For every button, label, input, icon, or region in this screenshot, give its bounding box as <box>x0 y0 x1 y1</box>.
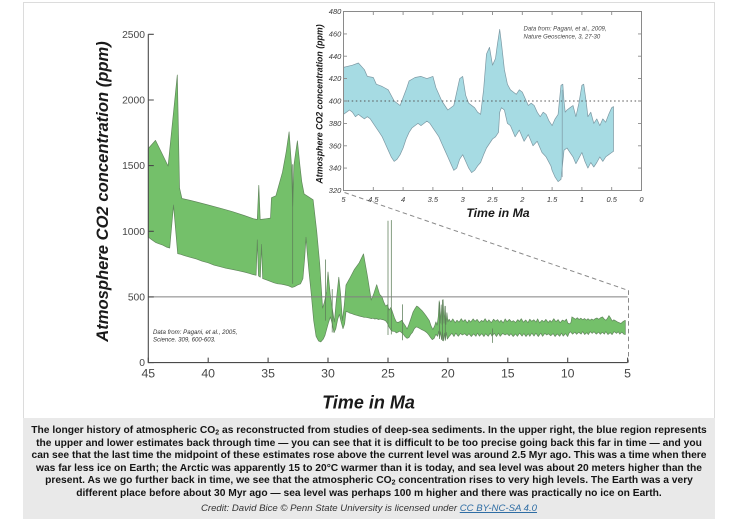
svg-text:Data from: Pagani, et al., 20: Data from: Pagani, et al., 2005, <box>153 329 237 336</box>
svg-text:1.5: 1.5 <box>547 195 558 204</box>
svg-text:4.5: 4.5 <box>368 195 379 204</box>
svg-text:Atmosphere CO2 concentration (: Atmosphere CO2 concentration (ppm) <box>315 24 325 184</box>
svg-text:30: 30 <box>321 367 335 381</box>
svg-text:0.5: 0.5 <box>606 195 617 204</box>
svg-text:5: 5 <box>624 367 631 381</box>
svg-text:420: 420 <box>329 74 342 83</box>
svg-text:3.5: 3.5 <box>428 195 439 204</box>
svg-text:Time in Ma: Time in Ma <box>466 206 529 220</box>
svg-text:380: 380 <box>329 119 342 128</box>
svg-text:320: 320 <box>329 186 342 195</box>
svg-text:440: 440 <box>329 52 342 61</box>
svg-text:45: 45 <box>141 367 155 381</box>
svg-text:40: 40 <box>201 367 215 381</box>
svg-text:4: 4 <box>401 195 405 204</box>
svg-text:Time in Ma: Time in Ma <box>322 393 415 413</box>
svg-text:400: 400 <box>329 97 342 106</box>
svg-text:3: 3 <box>461 195 466 204</box>
svg-text:Nature Geoscience, 3, 27-30: Nature Geoscience, 3, 27-30 <box>524 35 601 41</box>
svg-text:0: 0 <box>139 358 145 369</box>
svg-text:1: 1 <box>580 195 584 204</box>
svg-text:480: 480 <box>329 7 342 16</box>
svg-text:10: 10 <box>561 367 575 381</box>
svg-text:500: 500 <box>128 293 145 304</box>
svg-text:2: 2 <box>519 195 525 204</box>
svg-text:1000: 1000 <box>122 227 145 238</box>
svg-text:5: 5 <box>341 195 346 204</box>
svg-text:15: 15 <box>501 367 515 381</box>
svg-text:2000: 2000 <box>122 96 145 107</box>
svg-text:2.5: 2.5 <box>486 195 498 204</box>
svg-text:35: 35 <box>261 367 275 381</box>
svg-text:460: 460 <box>329 30 342 39</box>
svg-text:0: 0 <box>639 195 644 204</box>
svg-text:25: 25 <box>381 367 395 381</box>
svg-text:Atmosphere CO2 concentration (: Atmosphere CO2 concentration (ppm) <box>93 41 112 343</box>
svg-text:1500: 1500 <box>122 161 145 172</box>
svg-text:Science. 309, 600-603.: Science. 309, 600-603. <box>153 337 216 344</box>
svg-text:20: 20 <box>441 367 455 381</box>
svg-text:2500: 2500 <box>122 30 145 41</box>
svg-text:340: 340 <box>329 164 342 173</box>
svg-text:Data from: Pagani, et al., 20: Data from: Pagani, et al., 2009, <box>524 27 607 33</box>
svg-text:360: 360 <box>329 141 342 150</box>
